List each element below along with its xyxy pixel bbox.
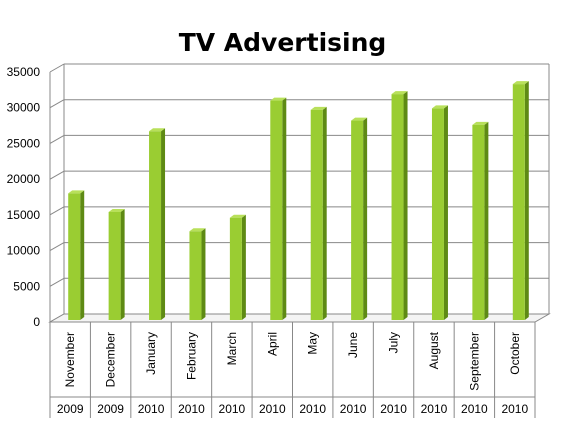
gridline-depth xyxy=(49,277,65,287)
x-year-label: 2009 xyxy=(97,402,124,416)
bar-side xyxy=(443,105,448,320)
bar-top xyxy=(472,121,489,125)
bar xyxy=(431,108,444,320)
bar xyxy=(229,217,242,320)
bar xyxy=(68,193,81,320)
x-year-label: 2010 xyxy=(138,402,165,416)
bar-side xyxy=(80,190,85,320)
x-category-label: May xyxy=(306,332,320,355)
x-category-label: April xyxy=(265,332,279,356)
bar-side xyxy=(161,128,166,320)
bar xyxy=(512,84,525,321)
x-category-label: October xyxy=(508,332,522,375)
bar-top xyxy=(149,128,166,132)
bar-top xyxy=(391,91,408,95)
bar-side xyxy=(282,97,287,320)
bar-side xyxy=(484,121,489,320)
bar-top xyxy=(229,214,246,218)
bar-top xyxy=(351,117,368,121)
bar-top xyxy=(431,105,448,109)
y-tick-label: 15000 xyxy=(7,208,41,222)
y-tick-label: 10000 xyxy=(7,244,41,258)
gridline-depth xyxy=(49,242,65,252)
bar xyxy=(472,124,485,320)
gridline-depth xyxy=(49,134,65,144)
bar-side xyxy=(120,209,125,320)
bar-side xyxy=(241,214,246,320)
x-category-label: August xyxy=(427,331,441,369)
y-tick-label: 20000 xyxy=(7,172,41,186)
bar xyxy=(351,120,364,320)
x-year-label: 2010 xyxy=(421,402,448,416)
bar xyxy=(310,109,323,320)
x-category-label: January xyxy=(144,332,158,375)
x-category-label: February xyxy=(184,332,198,380)
bar-top xyxy=(512,81,529,85)
gridline-depth xyxy=(49,63,65,73)
bar-side xyxy=(201,228,206,320)
bar xyxy=(189,231,202,320)
bar-side xyxy=(363,117,368,320)
y-tick-label: 30000 xyxy=(7,101,41,115)
bar-top xyxy=(189,228,206,232)
x-category-label: November xyxy=(63,332,77,387)
chart-title: TV Advertising xyxy=(178,28,387,57)
gridline-depth xyxy=(49,170,65,180)
x-category-label: September xyxy=(467,332,481,391)
x-year-label: 2010 xyxy=(219,402,246,416)
bar-top xyxy=(108,209,125,212)
bar-top xyxy=(68,190,85,194)
bar-side xyxy=(322,106,327,320)
x-year-label: 2010 xyxy=(461,402,488,416)
y-tick-label: 25000 xyxy=(7,136,41,150)
x-category-label: March xyxy=(225,332,239,365)
bar xyxy=(108,212,121,320)
gridline-depth xyxy=(49,206,65,216)
x-year-label: 2010 xyxy=(501,402,528,416)
x-year-label: 2010 xyxy=(299,402,326,416)
bar-side xyxy=(524,81,529,321)
x-category-label: June xyxy=(346,332,360,358)
bar-side xyxy=(403,91,408,321)
bar-top xyxy=(270,97,287,101)
x-year-label: 2010 xyxy=(380,402,407,416)
bar xyxy=(149,131,162,320)
y-tick-label: 0 xyxy=(33,315,40,329)
x-year-label: 2010 xyxy=(340,402,367,416)
x-year-label: 2009 xyxy=(57,402,84,416)
y-tick-label: 35000 xyxy=(7,65,41,79)
x-category-label: July xyxy=(387,332,401,353)
bar-top xyxy=(310,106,327,110)
gridline-depth xyxy=(49,99,65,109)
y-tick-label: 5000 xyxy=(13,279,40,293)
x-year-label: 2010 xyxy=(178,402,205,416)
x-year-label: 2010 xyxy=(259,402,286,416)
x-category-label: December xyxy=(104,332,118,387)
bar xyxy=(391,94,404,321)
bar xyxy=(270,100,283,320)
